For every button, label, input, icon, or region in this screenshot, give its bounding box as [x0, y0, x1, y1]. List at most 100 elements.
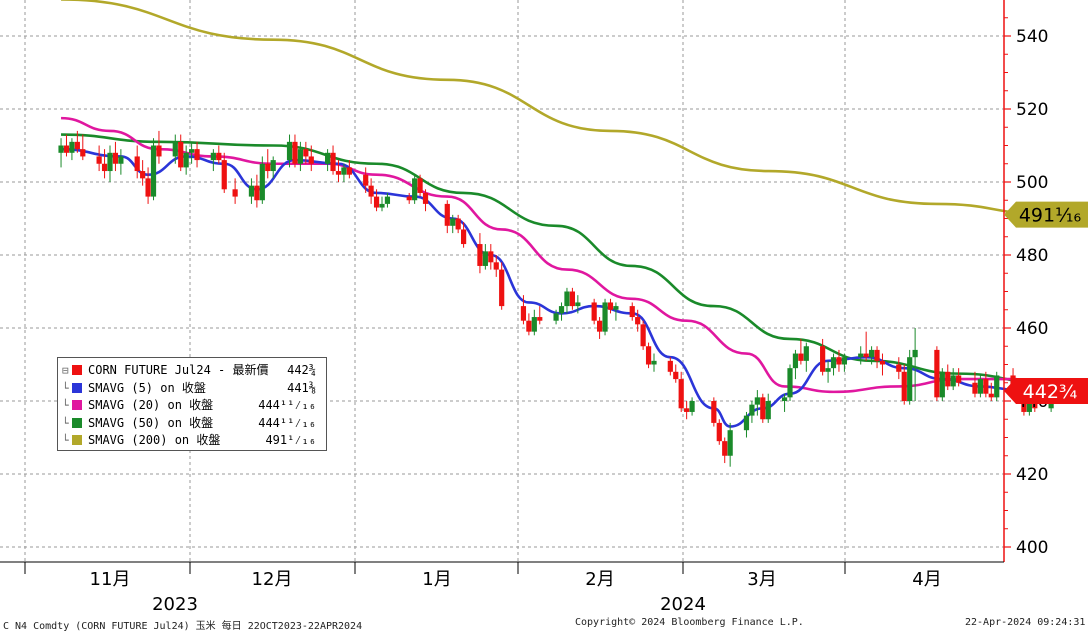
candle-body	[183, 152, 189, 168]
candle-body	[221, 160, 227, 190]
candle-body	[379, 203, 385, 208]
candle-body	[635, 317, 641, 325]
legend-label: CORN FUTURE Jul24 - 最新價	[88, 363, 269, 377]
candle-body	[564, 291, 570, 307]
candle-body	[869, 349, 875, 358]
candle-body	[254, 185, 260, 201]
x-month-label: 1月	[422, 569, 451, 590]
candle-body	[743, 415, 750, 431]
legend-value: 444¹¹⁄₁₆	[258, 415, 316, 430]
candle-body	[297, 149, 303, 164]
candle-body	[178, 141, 184, 168]
candle-body	[232, 189, 238, 197]
candle-body	[901, 371, 907, 401]
candle-body	[292, 141, 298, 164]
legend-label: SMAVG (20) on 收盤	[88, 398, 214, 412]
candle-body	[830, 357, 837, 369]
price-tag-label: 491¹⁄₁₆	[1019, 205, 1081, 227]
candle-body	[879, 360, 886, 365]
y-tick-label: 540	[1016, 27, 1048, 47]
candle-body	[145, 178, 151, 197]
legend-value: 442¾	[287, 363, 316, 377]
candle-body	[907, 357, 913, 401]
candle-body	[194, 149, 200, 161]
legend-tree-icon: └	[62, 381, 69, 395]
candle-body	[934, 349, 940, 398]
candle-body	[325, 152, 331, 164]
candle-body	[722, 441, 728, 456]
candle-body	[417, 178, 423, 193]
footer-timestamp: 22-Apr-2024 09:24:31	[965, 617, 1086, 628]
x-year-label: 2023	[152, 594, 198, 615]
candle-body	[520, 306, 527, 321]
candle-body	[216, 152, 222, 161]
x-year-label: 2024	[660, 594, 706, 615]
legend-entry-sma200: └ SMAVG (200) on 收盤 491¹⁄₁₆	[62, 432, 320, 450]
legend-swatch	[72, 417, 82, 428]
candle-body	[825, 368, 831, 372]
x-month-label: 12月	[252, 569, 293, 590]
candle-body	[58, 145, 64, 153]
candle-body	[265, 163, 271, 172]
candle-body	[482, 251, 488, 266]
candle-body	[858, 353, 864, 358]
candle-body	[727, 430, 733, 456]
candle-body	[994, 375, 1000, 398]
candle-body	[667, 360, 673, 372]
candle-body	[754, 397, 760, 405]
candle-body	[684, 408, 690, 412]
candle-body	[645, 346, 652, 365]
candle-body	[629, 306, 635, 318]
candle-body	[939, 371, 945, 398]
candle-body	[537, 317, 543, 321]
candle-body	[945, 371, 951, 387]
candle-body	[107, 152, 113, 172]
legend-collapse-icon[interactable]: ⊟	[62, 364, 69, 377]
candle-body	[803, 346, 809, 361]
legend-entry-sma20: └ SMAVG (20) on 收盤 444¹¹⁄₁₆	[62, 397, 320, 415]
candle-body	[499, 269, 505, 307]
y-tick-label: 400	[1016, 538, 1048, 558]
price-axis: 400420440460480500520540	[1003, 0, 1048, 562]
price-tag-label: 442¾	[1023, 381, 1078, 403]
candle-body	[956, 375, 962, 383]
x-month-label: 11月	[90, 569, 131, 590]
candle-body	[461, 229, 467, 245]
legend-label: SMAVG (200) on 收盤	[88, 433, 221, 447]
y-tick-label: 500	[1016, 173, 1048, 193]
candle-body	[286, 141, 293, 161]
candlesticks	[58, 130, 1054, 467]
footer-copyright: Copyright© 2024 Bloomberg Finance L.P.	[575, 617, 804, 628]
y-tick-label: 520	[1016, 100, 1048, 120]
legend-label: SMAVG (5) on 收盤	[88, 380, 206, 395]
candle-body	[80, 149, 86, 157]
legend-value: 444¹¹⁄₁₆	[258, 398, 316, 412]
candle-body	[689, 401, 695, 412]
candle-body	[96, 156, 102, 164]
candle-body	[874, 349, 880, 361]
price-tag	[1004, 201, 1088, 228]
y-tick-label: 480	[1016, 246, 1048, 266]
legend-swatch	[72, 400, 82, 410]
legend: ⊟ CORN FUTURE Jul24 - 最新價 442¾ └ SMAVG (…	[57, 357, 327, 451]
candle-body	[493, 262, 499, 270]
y-tick-label: 420	[1016, 465, 1048, 485]
legend-swatch	[72, 382, 82, 393]
legend-tree-icon: └	[62, 416, 69, 430]
candle-body	[248, 185, 255, 197]
candle-body	[749, 404, 755, 416]
candle-body	[156, 145, 162, 157]
candle-body	[716, 422, 722, 442]
candle-body	[172, 141, 178, 157]
candle-body	[69, 141, 75, 153]
x-month-label: 3月	[747, 569, 776, 590]
candle-body	[678, 379, 684, 409]
candle-body	[526, 320, 532, 332]
candle-body	[553, 313, 559, 321]
candle-body	[651, 360, 657, 365]
y-tick-label: 460	[1016, 319, 1048, 339]
candle-body	[711, 401, 717, 423]
candle-body	[488, 251, 494, 263]
candle-body	[863, 353, 869, 358]
